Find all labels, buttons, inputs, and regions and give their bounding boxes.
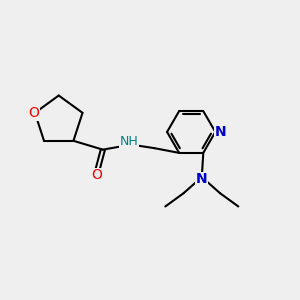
Text: NH: NH <box>120 135 139 148</box>
Text: N: N <box>196 172 208 186</box>
Text: O: O <box>92 168 102 182</box>
Text: N: N <box>215 125 226 139</box>
Text: O: O <box>28 106 39 120</box>
